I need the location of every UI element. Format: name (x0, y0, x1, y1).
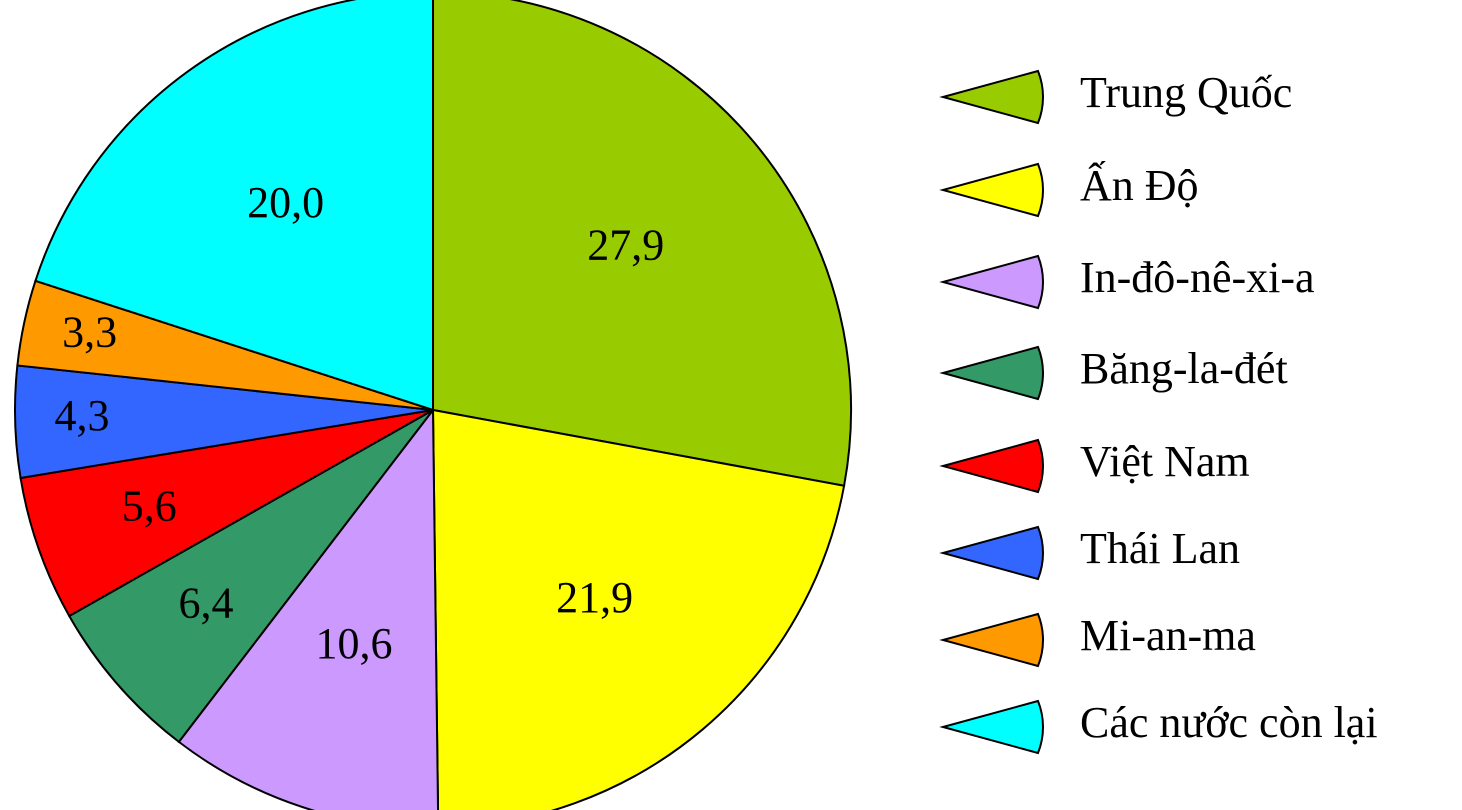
pie-slice (431, 408, 846, 810)
legend-label: Băng-la-đét (1080, 344, 1288, 393)
legend-label: Các nước còn lại (1080, 698, 1378, 747)
legend-label: Mi-an-ma (1080, 611, 1256, 660)
data-label: 5,6 (122, 481, 177, 530)
data-label: 27,9 (587, 221, 664, 270)
legend-label: Ấn Độ (1080, 160, 1199, 210)
data-label: 3,3 (62, 308, 117, 357)
legend-swatch (939, 345, 1045, 401)
data-label: 6,4 (179, 579, 234, 628)
legend-label: Thái Lan (1080, 524, 1240, 573)
legend-swatch (939, 612, 1045, 668)
data-label: 21,9 (556, 573, 633, 622)
legend-swatch (939, 525, 1045, 581)
legend-label: In-đô-nê-xi-a (1080, 253, 1315, 302)
legend-swatch (939, 162, 1045, 218)
data-label: 10,6 (316, 619, 393, 668)
legend-swatch (939, 69, 1045, 125)
pie-slice (177, 407, 440, 810)
pie-slice (67, 409, 434, 744)
legend-swatch (939, 438, 1045, 494)
legend-label: Trung Quốc (1080, 68, 1292, 117)
data-label: 4,3 (55, 391, 110, 440)
legend-label: Việt Nam (1080, 437, 1250, 486)
pie-slice (432, 0, 852, 487)
data-label: 20,0 (247, 178, 324, 227)
legend-swatch (939, 699, 1045, 755)
pie-slice (34, 0, 434, 412)
legend-swatch (939, 254, 1045, 310)
